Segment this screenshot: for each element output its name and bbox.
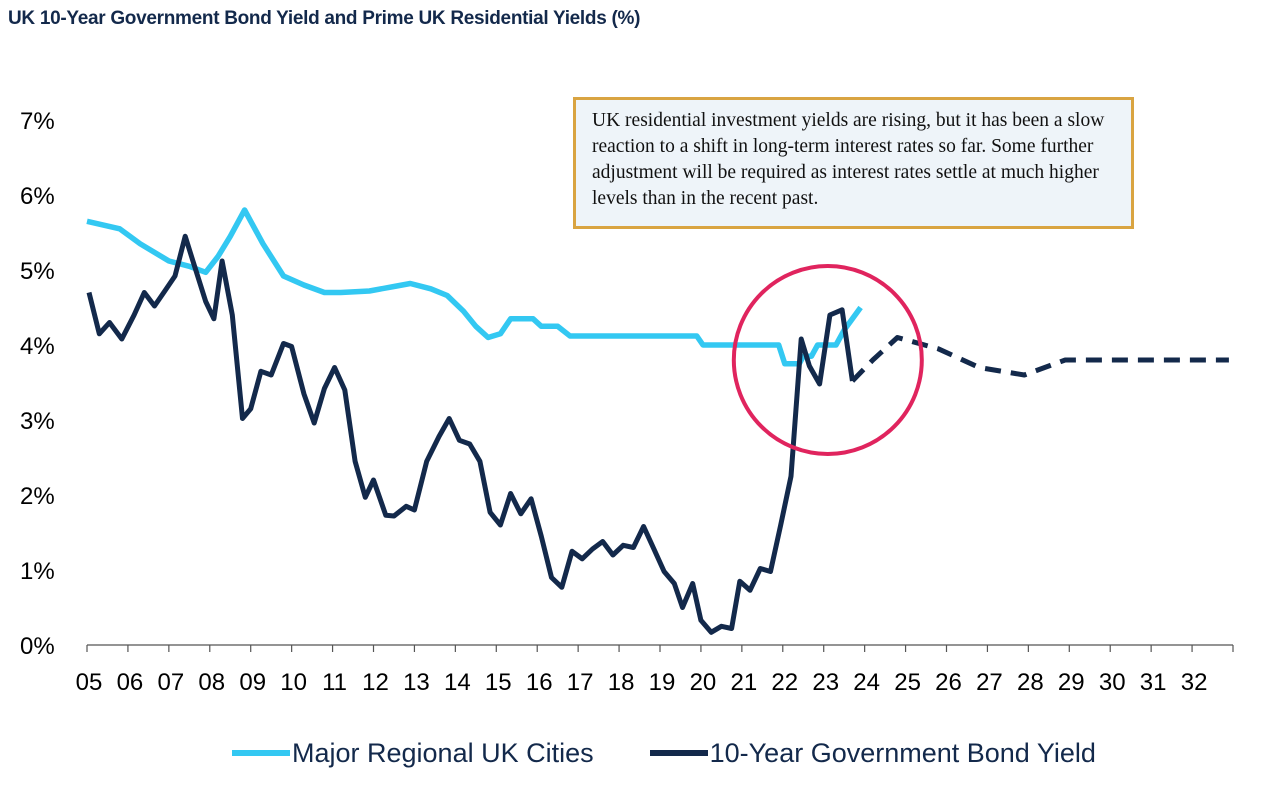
y-tick-label: 3% — [20, 408, 55, 435]
x-tick-label: 15 — [485, 669, 512, 696]
highlight-layer — [731, 264, 924, 456]
x-tick-label: 12 — [362, 669, 389, 696]
x-tick-label: 17 — [567, 669, 594, 696]
x-tick-label: 11 — [322, 669, 347, 696]
x-tick-label: 23 — [812, 669, 839, 696]
legend-item-regional: Major Regional UK Cities — [232, 738, 594, 769]
highlight-circle — [731, 264, 924, 456]
x-tick-label: 05 — [76, 669, 103, 696]
y-tick-label: 2% — [20, 483, 55, 510]
x-tick-label: 26 — [935, 669, 962, 696]
x-tick-label: 25 — [894, 669, 921, 696]
x-tick-label: 07 — [158, 669, 185, 696]
x-tick-label: 30 — [1099, 669, 1126, 696]
x-tick-label: 22 — [771, 669, 798, 696]
x-tick-label: 19 — [649, 669, 676, 696]
x-tick-label: 06 — [117, 669, 144, 696]
y-tick-label: 5% — [20, 258, 55, 285]
x-tick-label: 29 — [1058, 669, 1085, 696]
x-tick-label: 08 — [198, 669, 225, 696]
x-tick-label: 31 — [1140, 669, 1167, 696]
y-tick-label: 1% — [20, 558, 55, 585]
x-tick-label: 27 — [976, 669, 1003, 696]
x-tick-label: 14 — [444, 669, 471, 696]
x-tick-label: 13 — [403, 669, 430, 696]
y-tick-label: 7% — [20, 108, 55, 135]
series-line-bond-forecast — [850, 335, 1229, 383]
x-tick-label: 16 — [526, 669, 553, 696]
legend-item-bond: 10-Year Government Bond Yield — [649, 737, 1096, 769]
x-tick-label: 32 — [1181, 669, 1208, 696]
series-layer — [86, 207, 1229, 635]
x-tick-label: 20 — [690, 669, 717, 696]
x-tick-label: 21 — [731, 669, 758, 696]
y-tick-label: 0% — [20, 633, 55, 660]
legend-swatch-regional — [232, 750, 290, 756]
series-line-regional — [86, 207, 863, 367]
x-tick-label: 28 — [1017, 669, 1044, 696]
chart-title: UK 10-Year Government Bond Yield and Pri… — [8, 8, 641, 29]
x-tick-label: 24 — [853, 669, 880, 696]
legend-label-bond: 10-Year Government Bond Yield — [709, 737, 1096, 768]
y-axis-ticks: 0% 1% 2% 3% 4% 5% 6% 7% — [20, 108, 55, 660]
annotation-text: UK residential investment yields are ris… — [592, 110, 1105, 209]
y-tick-label: 4% — [20, 333, 55, 360]
x-tick-label: 18 — [608, 669, 635, 696]
legend-swatch-bond — [649, 750, 708, 756]
y-tick-label: 6% — [20, 183, 55, 210]
x-tick-label: 09 — [239, 669, 266, 696]
x-axis: 05 06 07 08 09 10 11 12 13 14 15 16 17 18 19 20 21 22 23 24… — [76, 644, 1234, 696]
annotation-box: UK residential investment yields are ris… — [573, 97, 1134, 229]
legend: Major Regional UK Cities 10-Year Governm… — [232, 733, 1152, 773]
x-tick-label: 10 — [280, 669, 307, 696]
series-line-bond — [86, 233, 855, 635]
legend-label-regional: Major Regional UK Cities — [292, 737, 594, 768]
